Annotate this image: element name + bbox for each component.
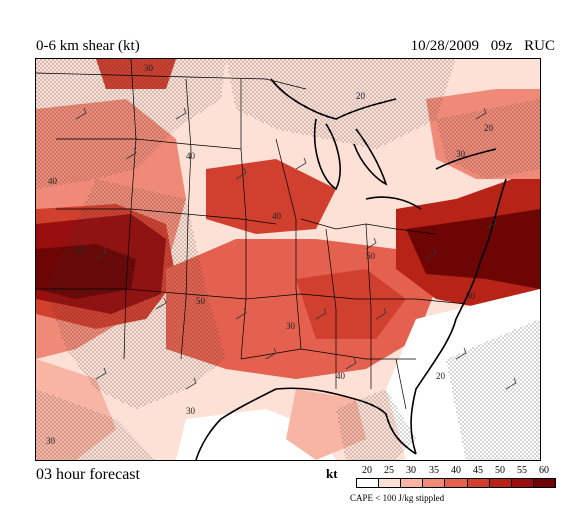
contour-labels: 30 40 20 20 30 40 40 50 60 50 30 40 20 3…	[46, 63, 494, 446]
contour-label: 50	[366, 251, 376, 261]
contour-label: 30	[144, 63, 154, 73]
legend-swatch	[445, 479, 468, 487]
legend-swatch	[511, 479, 534, 487]
color-legend: kt 20 25 30 35 40 45 50 55 60 CAPE < 100…	[326, 465, 556, 525]
contour-label: 30	[46, 436, 56, 446]
contour-label: 30	[466, 291, 476, 301]
coastlines	[195, 78, 507, 460]
contour-label: 40	[186, 151, 196, 161]
legend-note: CAPE < 100 J/kg stippled	[350, 493, 445, 503]
contour-label: 30	[286, 321, 296, 331]
legend-tick: 55	[517, 465, 527, 476]
contour-label: 20	[484, 123, 494, 133]
shear-map: 30 40 20 20 30 40 40 50 60 50 30 40 20 3…	[36, 59, 540, 460]
legend-swatch	[467, 479, 490, 487]
legend-swatch	[533, 479, 555, 487]
legend-color-bar	[356, 478, 556, 488]
contour-label: 40	[336, 371, 346, 381]
chart-title: 0-6 km shear (kt)	[36, 38, 140, 54]
legend-swatch	[489, 479, 512, 487]
legend-tick: 25	[384, 465, 394, 476]
legend-swatch	[379, 479, 402, 487]
legend-swatch	[423, 479, 446, 487]
contour-label: 60	[76, 246, 86, 256]
valid-time: 10/28/2009 09z RUC	[403, 38, 555, 55]
legend-tick: 45	[473, 465, 483, 476]
wind-barbs	[75, 107, 517, 390]
contour-label: 20	[356, 91, 366, 101]
boundaries	[36, 59, 467, 410]
contour-label: 20	[436, 371, 446, 381]
model-label: RUC	[524, 38, 555, 54]
legend-swatch	[357, 479, 380, 487]
legend-unit: kt	[326, 466, 338, 481]
contour-label: 50	[196, 296, 206, 306]
legend-tick: 60	[539, 465, 549, 476]
contour-label: 40	[272, 211, 282, 221]
map-panel: 30 40 20 20 30 40 40 50 60 50 30 40 20 3…	[35, 58, 541, 461]
contour-label: 40	[48, 176, 58, 186]
legend-ticks: 20 25 30 35 40 45 50 55 60	[356, 465, 556, 477]
legend-tick: 50	[495, 465, 505, 476]
legend-tick: 35	[429, 465, 439, 476]
contour-label: 30	[456, 149, 466, 159]
date-label: 10/28/2009	[410, 38, 479, 54]
legend-tick: 20	[362, 465, 372, 476]
legend-swatch	[401, 479, 424, 487]
legend-tick: 40	[451, 465, 461, 476]
cycle-label: 09z	[490, 38, 513, 54]
legend-tick: 30	[406, 465, 416, 476]
forecast-label: 03 hour forecast	[36, 466, 140, 483]
cape-stipple	[36, 59, 540, 460]
contour-label: 30	[186, 406, 196, 416]
